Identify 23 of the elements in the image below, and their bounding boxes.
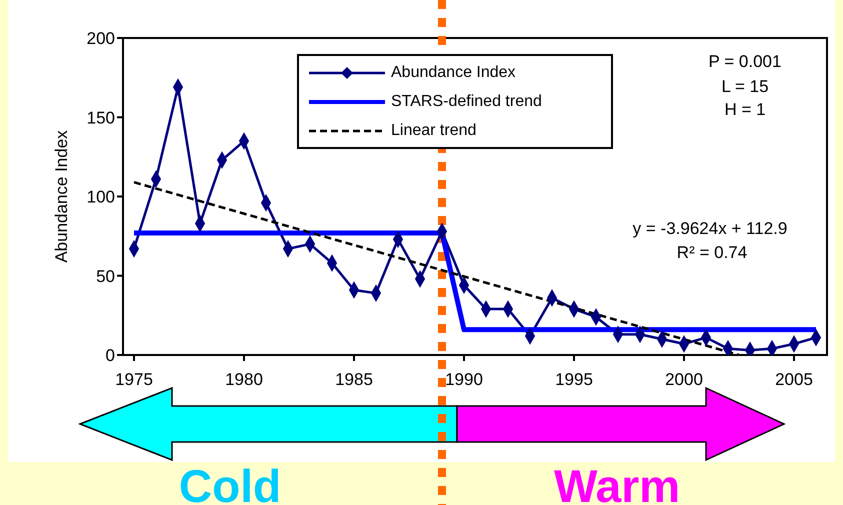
y-tick-label: 0 [106,346,115,366]
annotation: H = 1 [724,100,766,120]
annotation: L = 15 [721,77,769,97]
y-tick-label: 50 [96,266,115,286]
x-tick-label: 1985 [335,370,373,390]
legend-label: Linear trend [391,122,476,140]
annotation: R² = 0.74 [676,243,748,263]
text: Cold [178,459,282,505]
legend-label: STARS-defined trend [391,92,542,110]
x-tick-label: 1990 [445,370,483,390]
x-tick-label: 2000 [665,370,703,390]
y-axis-title: Abundance Index [52,130,72,263]
text: Warm [554,459,680,505]
y-tick-label: 150 [86,108,115,128]
x-tick-label: 1975 [115,370,153,390]
y-tick-label: 200 [86,29,115,48]
y-tick-label: 100 [86,188,115,207]
x-tick-label: 2005 [775,370,813,390]
x-tick-label: 1980 [225,370,263,390]
legend-label: Abundance Index [391,64,516,82]
x-tick-label: 1995 [555,370,593,390]
annotation: P = 0.001 [708,52,782,72]
annotation: y = -3.9624x + 112.9 [632,219,788,239]
